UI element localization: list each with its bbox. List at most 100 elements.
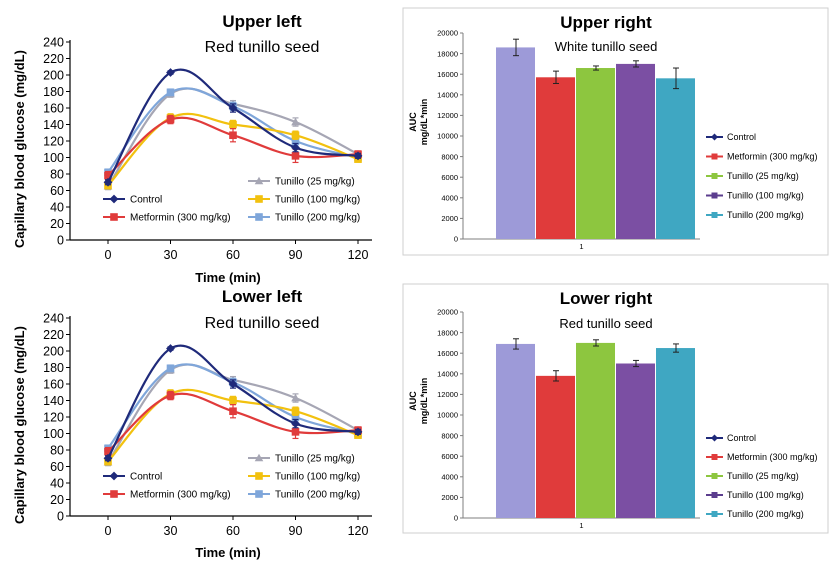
upper-left-point-tunillo-200-mg-kg [291, 137, 300, 145]
lower-left-point-metformin-300-mg-kg [291, 428, 300, 436]
upper-right-legend: Control Metformin (300 mg/kg) Tunillo (25 … [706, 132, 818, 220]
upper-left-y-tick-label: 200 [43, 69, 64, 83]
upper-left-line-control [107, 68, 359, 183]
legend-label: Tunillo (200 mg/kg) [727, 509, 804, 519]
upper-left-legend: Control Metformin (300 mg/kg) Tunillo (25 … [103, 177, 360, 224]
upper-left-x-tick-label: 90 [289, 248, 303, 262]
legend-swatch-marker [109, 194, 119, 204]
upper-left-y-tick-label: 100 [43, 151, 64, 165]
lower-right-bar-tunillo-100-mg-kg [616, 359, 655, 518]
upper-left-y-tick-label: 80 [50, 168, 64, 182]
legend-label: Tunillo (25 mg/kg) [727, 471, 799, 481]
legend-label: Tunillo (25 mg/kg) [275, 177, 355, 188]
upper-right-bar-tunillo-200-mg-kg [656, 67, 695, 239]
legend-label: Tunillo (100 mg/kg) [275, 472, 360, 483]
lower-left-point-metformin-300-mg-kg [229, 407, 237, 416]
lower-right-legend-item-metformin-300-mg-kg: Metformin (300 mg/kg) [706, 452, 818, 462]
upper-left-series-control [103, 68, 363, 187]
legend-label: Tunillo (100 mg/kg) [275, 195, 360, 206]
upper-right-bar-rect-metformin-300-mg-kg [536, 77, 575, 239]
legend-swatch-marker [254, 176, 264, 185]
legend-swatch-marker [255, 195, 263, 203]
upper-right-title: Upper right [560, 13, 652, 32]
lower-right-legend-item-tunillo-100-mg-kg: Tunillo (100 mg/kg) [706, 490, 804, 500]
upper-left-point-tunillo-25-mg-kg [291, 117, 300, 126]
lower-left-point-tunillo-200-mg-kg [166, 364, 175, 373]
lower-left-y-tick-label: 60 [50, 460, 64, 474]
upper-right-bar-rect-control [496, 47, 535, 239]
lower-right-panel: Lower right Red tunillo seed 0 2000 4000 6000… [402, 283, 829, 534]
lower-left-y-tick-label: 100 [43, 427, 64, 441]
upper-right-y-axis-label-unit: mg/dL*min [419, 99, 429, 146]
lower-left-y-tick-label: 160 [43, 378, 64, 392]
upper-left-y-axis-label: Capillary blood glucose (mg/dL) [12, 50, 27, 248]
upper-left-point-tunillo-100-mg-kg [291, 131, 300, 140]
lower-left-point-control [103, 453, 113, 463]
lower-right-legend: Control Metformin (300 mg/kg) Tunillo (25 … [706, 433, 818, 519]
upper-left-point-metformin-300-mg-kg [229, 131, 237, 140]
upper-left-y-tick-label: 240 [43, 36, 64, 50]
upper-right-frame [402, 7, 829, 256]
upper-left-point-tunillo-200-mg-kg [166, 88, 175, 97]
upper-right-y-tick-label: 6000 [441, 173, 458, 182]
upper-right-y-tick-label: 8000 [441, 152, 458, 161]
upper-left-y-tick-label: 140 [43, 118, 64, 132]
upper-right-legend-item-tunillo-100-mg-kg: Tunillo (100 mg/kg) [706, 191, 804, 201]
upper-left-subtitle: Red tunillo seed [205, 39, 320, 56]
lower-left-y-tick-label: 20 [50, 493, 64, 507]
lower-right-y-tick-label: 10000 [437, 411, 458, 420]
legend-label: Control [727, 132, 756, 142]
lower-left-title: Lower left [222, 287, 303, 306]
upper-right-bar-rect-tunillo-25-mg-kg [576, 68, 615, 240]
lower-left-point-control [228, 379, 238, 389]
upper-right-x-tick-label: 1 [579, 242, 583, 251]
lower-left-y-tick-label: 120 [43, 411, 64, 425]
upper-left-y-tick-label: 0 [57, 234, 64, 248]
upper-right-legend-item-tunillo-25-mg-kg: Tunillo (25 mg/kg) [706, 171, 799, 181]
lower-right-y-tick-label: 8000 [441, 431, 458, 440]
legend-swatch-marker [711, 133, 718, 141]
lower-right-subtitle: Red tunillo seed [559, 316, 652, 331]
upper-left-x-axis-label: Time (min) [195, 270, 261, 285]
lower-right-bar-rect-tunillo-25-mg-kg [576, 342, 615, 518]
lower-left-legend-item-metformin-300-mg-kg: Metformin (300 mg/kg) [103, 490, 231, 501]
lower-left-panel: Lower left Red tunillo seed 0 20 40 60 80 100 12… [12, 287, 372, 560]
legend-swatch-marker [711, 153, 718, 160]
upper-right-y-axis-label: AUC [408, 112, 418, 132]
upper-left-y-tick-label: 220 [43, 52, 64, 66]
upper-right-subtitle: White tunillo seed [555, 39, 658, 54]
lower-left-point-tunillo-25-mg-kg [291, 393, 300, 402]
upper-left-point-control [166, 68, 175, 77]
upper-left-legend-item-tunillo-25-mg-kg: Tunillo (25 mg/kg) [248, 177, 355, 188]
lower-left-point-control [291, 419, 300, 428]
lower-right-y-tick-label: 4000 [441, 473, 458, 482]
lower-right-bar-rect-control [496, 343, 535, 518]
legend-label: Tunillo (200 mg/kg) [275, 213, 360, 224]
lower-right-y-axis-label: AUC [408, 391, 418, 411]
upper-right-y-tick-label: 4000 [441, 194, 458, 203]
upper-left-legend-item-metformin-300-mg-kg: Metformin (300 mg/kg) [103, 213, 231, 224]
lower-right-bar-control [496, 338, 535, 518]
legend-swatch-marker [711, 492, 718, 498]
upper-left-title: Upper left [222, 12, 302, 31]
lower-left-legend-item-tunillo-200-mg-kg: Tunillo (200 mg/kg) [248, 490, 360, 501]
upper-left-point-control [291, 143, 300, 152]
lower-right-y-axis-label-unit: mg/dL*min [419, 378, 429, 425]
legend-swatch-marker [711, 192, 718, 199]
lower-right-y-tick-label: 6000 [441, 452, 458, 461]
lower-right-bar-tunillo-200-mg-kg [656, 343, 695, 518]
lower-right-title: Lower right [560, 289, 653, 308]
upper-right-bar-control [496, 38, 535, 239]
upper-left-panel: Upper left Red tunillo seed 0 20 40 60 80 100 12… [12, 12, 372, 285]
upper-left-legend-item-tunillo-100-mg-kg: Tunillo (100 mg/kg) [248, 195, 360, 206]
lower-right-frame [402, 283, 829, 534]
legend-label: Tunillo (100 mg/kg) [727, 191, 804, 201]
upper-right-y-tick-label: 12000 [437, 111, 458, 120]
upper-right-y-tick-label: 20000 [437, 29, 458, 38]
lower-left-x-tick-label: 60 [226, 524, 240, 538]
lower-right-y-tick-label: 12000 [437, 390, 458, 399]
upper-right-y-tick-label: 16000 [437, 70, 458, 79]
legend-swatch-marker [711, 473, 718, 479]
lower-right-legend-item-tunillo-25-mg-kg: Tunillo (25 mg/kg) [706, 471, 799, 481]
